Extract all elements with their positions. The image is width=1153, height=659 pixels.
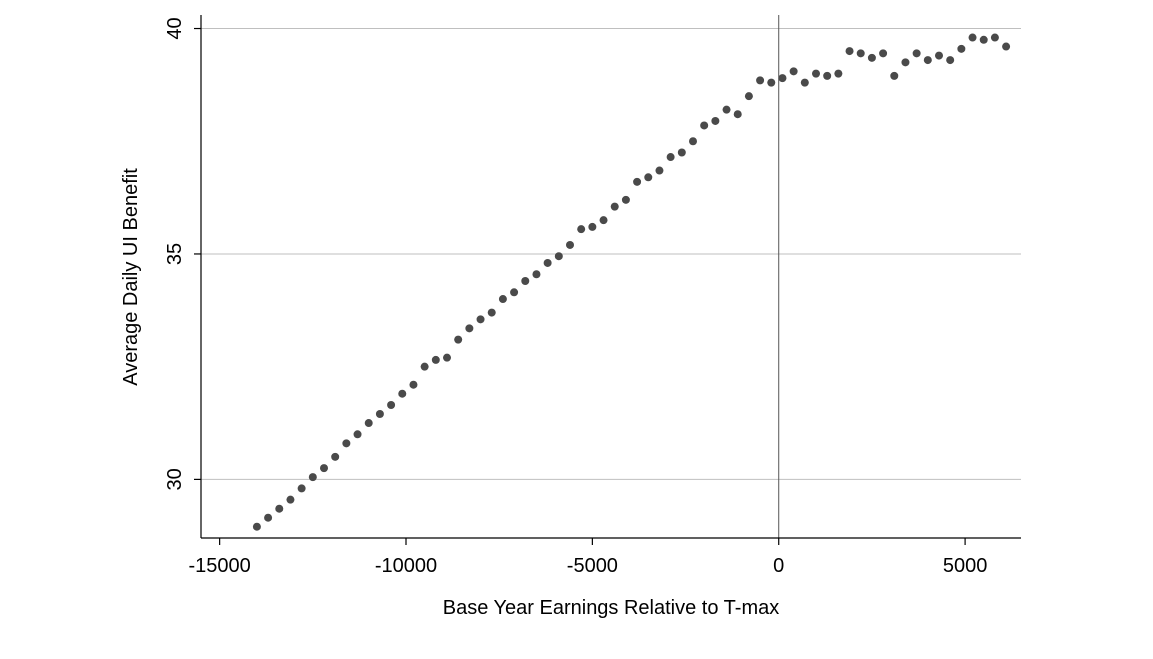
data-point <box>834 69 843 78</box>
data-point <box>722 105 731 114</box>
data-point <box>789 67 798 76</box>
x-tick-label: -10000 <box>375 555 437 577</box>
data-point <box>845 47 854 56</box>
data-point <box>543 258 552 267</box>
data-point <box>901 58 910 67</box>
data-point <box>286 495 295 504</box>
data-point <box>443 353 451 362</box>
data-points <box>252 33 1011 531</box>
data-point <box>308 473 317 482</box>
data-point <box>935 51 943 60</box>
data-point <box>856 49 865 58</box>
x-tick-label: -5000 <box>567 555 618 577</box>
data-point <box>387 400 396 409</box>
data-point <box>252 522 261 531</box>
data-point <box>510 288 519 297</box>
data-point <box>566 240 574 249</box>
data-point <box>778 74 787 83</box>
data-point <box>331 452 340 461</box>
data-point <box>767 78 776 87</box>
y-tick-label: 30 <box>164 468 186 490</box>
data-point <box>812 69 820 78</box>
data-point <box>912 49 921 58</box>
data-point <box>398 389 407 398</box>
data-point <box>633 177 642 186</box>
x-axis-label: Base Year Earnings Relative to T-max <box>443 597 779 619</box>
data-point <box>644 173 653 182</box>
data-point <box>800 78 809 87</box>
data-point <box>409 380 418 389</box>
data-point <box>420 362 429 371</box>
x-tick-label: 0 <box>773 555 784 577</box>
data-point <box>1002 42 1011 51</box>
data-point <box>521 277 530 286</box>
data-point <box>465 324 474 333</box>
data-point <box>487 308 496 317</box>
y-tick-label: 40 <box>164 17 186 39</box>
data-point <box>867 53 876 62</box>
data-point <box>342 439 351 448</box>
data-point <box>264 513 273 522</box>
data-point <box>454 335 463 344</box>
data-point <box>666 153 675 162</box>
data-point <box>364 419 373 428</box>
data-point <box>979 35 988 44</box>
data-point <box>655 166 664 175</box>
data-point <box>957 44 966 53</box>
data-point <box>890 71 899 80</box>
ticks: 30 35 40 -15000 -10000 -5000 0 5000 <box>164 17 987 577</box>
data-point <box>733 110 742 119</box>
data-point <box>700 121 709 130</box>
data-point <box>353 430 362 439</box>
data-point <box>320 464 328 473</box>
data-point <box>990 33 999 42</box>
data-point <box>756 76 765 85</box>
data-point <box>532 270 541 279</box>
data-point <box>498 295 507 304</box>
data-point <box>476 315 485 324</box>
x-tick-label: 5000 <box>943 555 988 577</box>
data-point <box>599 216 608 225</box>
data-point <box>577 225 586 234</box>
data-point <box>711 116 720 125</box>
y-axis-label: Average Daily UI Benefit <box>120 168 142 386</box>
data-point <box>588 222 597 231</box>
data-point <box>823 71 832 80</box>
y-tick-label: 35 <box>164 243 186 265</box>
data-point <box>375 410 384 419</box>
data-point <box>554 252 563 261</box>
data-point <box>689 137 697 146</box>
data-point <box>923 56 932 65</box>
data-point <box>879 49 888 58</box>
data-point <box>297 484 306 493</box>
data-point <box>677 148 686 157</box>
axes <box>200 15 1021 539</box>
grid-lines <box>201 28 1021 480</box>
x-tick-label: -15000 <box>188 555 250 577</box>
data-point <box>610 202 619 211</box>
data-point <box>621 195 630 204</box>
data-point <box>275 504 284 513</box>
data-point <box>968 33 977 42</box>
data-point <box>744 92 753 101</box>
data-point <box>431 355 440 364</box>
data-point <box>946 56 955 65</box>
